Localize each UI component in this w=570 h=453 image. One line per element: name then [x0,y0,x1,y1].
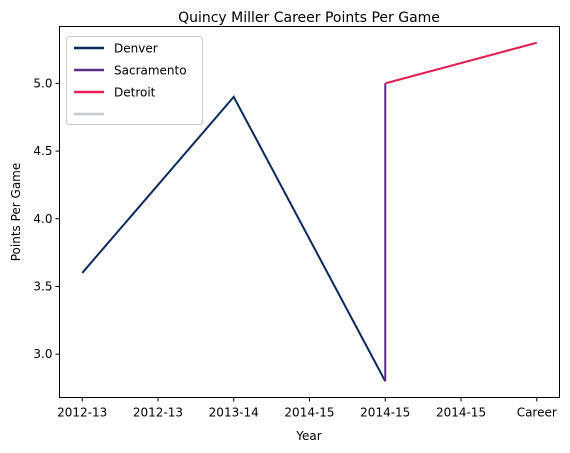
x-tick-label: 2014-15 [360,406,410,420]
legend-label: Denver [114,42,158,56]
x-axis: 2012-13 2012-13 2013-14 2014-15 2014-15 2014-… [57,397,557,420]
y-tick-label: 3.5 [33,279,52,293]
y-axis: 3.0 3.5 4.0 4.5 5.0 [33,76,60,361]
y-tick-label: 4.0 [33,212,52,226]
x-axis-title: Year [295,429,321,443]
legend-label: Sacramento [114,64,187,78]
x-tick-label: 2012-13 [57,406,107,420]
x-tick-label: Career [517,406,557,420]
legend-frame [66,36,203,125]
chart-title: Quincy Miller Career Points Per Game [178,10,440,26]
x-tick-label: 2013-14 [209,406,259,420]
x-tick-label: 2014-15 [436,406,486,420]
x-tick-label: 2014-15 [284,406,334,420]
y-axis-title: Points Per Game [9,163,23,262]
series-line-denver [81,95,387,382]
legend-label: Detroit [114,86,156,100]
legend: Denver Sacramento Detroit [66,36,203,125]
series-lines [81,41,538,382]
x-tick-label: 2012-13 [133,406,183,420]
y-tick-label: 3.0 [33,347,52,361]
y-tick-label: 4.5 [33,144,52,158]
y-tick-label: 5.0 [33,76,52,90]
series-line-detroit [385,41,538,85]
